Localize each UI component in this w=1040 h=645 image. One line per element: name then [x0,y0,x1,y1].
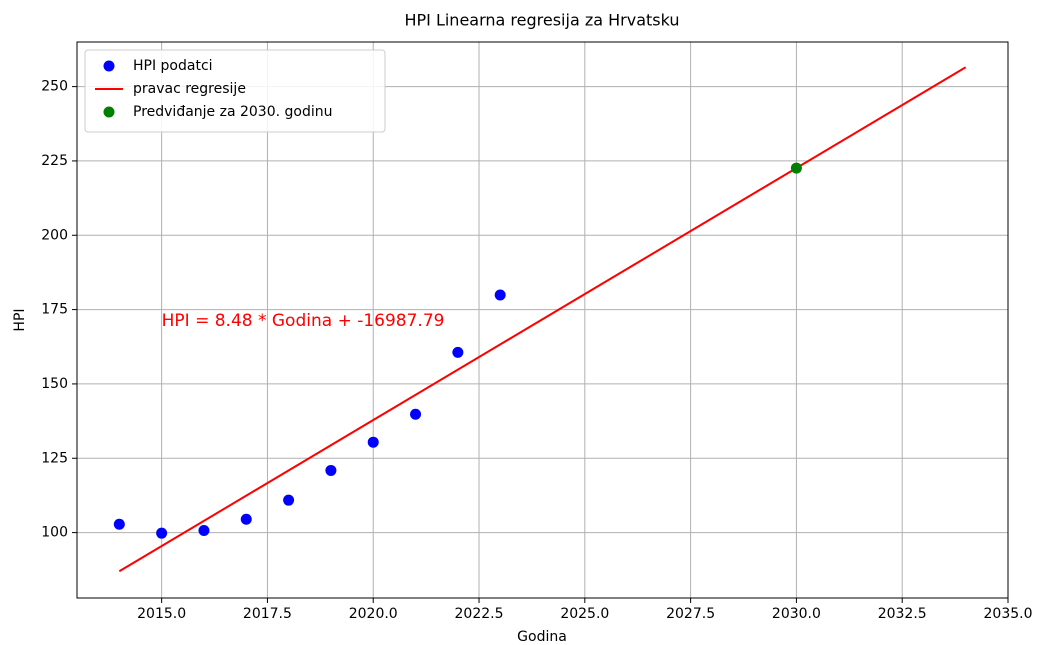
legend-label: Predviđanje za 2030. godinu [133,104,333,120]
data-point [410,408,422,420]
legend-marker [103,106,115,118]
y-tick-label: 250 [41,79,68,95]
y-tick-label: 225 [41,153,68,169]
x-tick-label: 2030.0 [772,606,821,622]
plot-frame [76,41,1009,599]
x-axis-label: Godina [517,629,567,645]
data-point [240,513,252,525]
data-point [367,436,379,448]
legend-label: pravac regresije [133,81,246,97]
y-tick-label: 150 [41,376,68,392]
x-tick-label: 2027.5 [666,606,715,622]
y-tick-label: 125 [41,450,68,466]
x-tick-label: 2022.5 [455,606,504,622]
y-tick-label: 100 [41,525,68,541]
data-point [283,494,295,506]
y-tick-label: 175 [41,302,68,318]
regression-line [118,66,967,573]
x-tick-label: 2035.0 [984,606,1033,622]
data-point [494,289,506,301]
chart-title: HPI Linearna regresija za Hrvatsku [404,11,679,30]
x-tick-label: 2020.0 [349,606,398,622]
annotation: HPI = 8.48 * Godina + -16987.79 [162,311,445,331]
data-point [325,464,337,476]
data-point [156,527,168,539]
x-tick-label: 2017.5 [243,606,292,622]
y-tick-label: 200 [41,227,68,243]
data-point [452,346,464,358]
legend-box [84,49,386,133]
y-axis-label: HPI [12,308,28,331]
x-tick-label: 2025.0 [560,606,609,622]
legend-marker [103,60,115,72]
data-point [790,162,802,174]
x-tick-label: 2032.5 [878,606,927,622]
data-point [198,525,210,537]
legend-label: HPI podatci [133,58,213,74]
data-point [113,518,125,530]
x-tick-label: 2015.0 [137,606,186,622]
